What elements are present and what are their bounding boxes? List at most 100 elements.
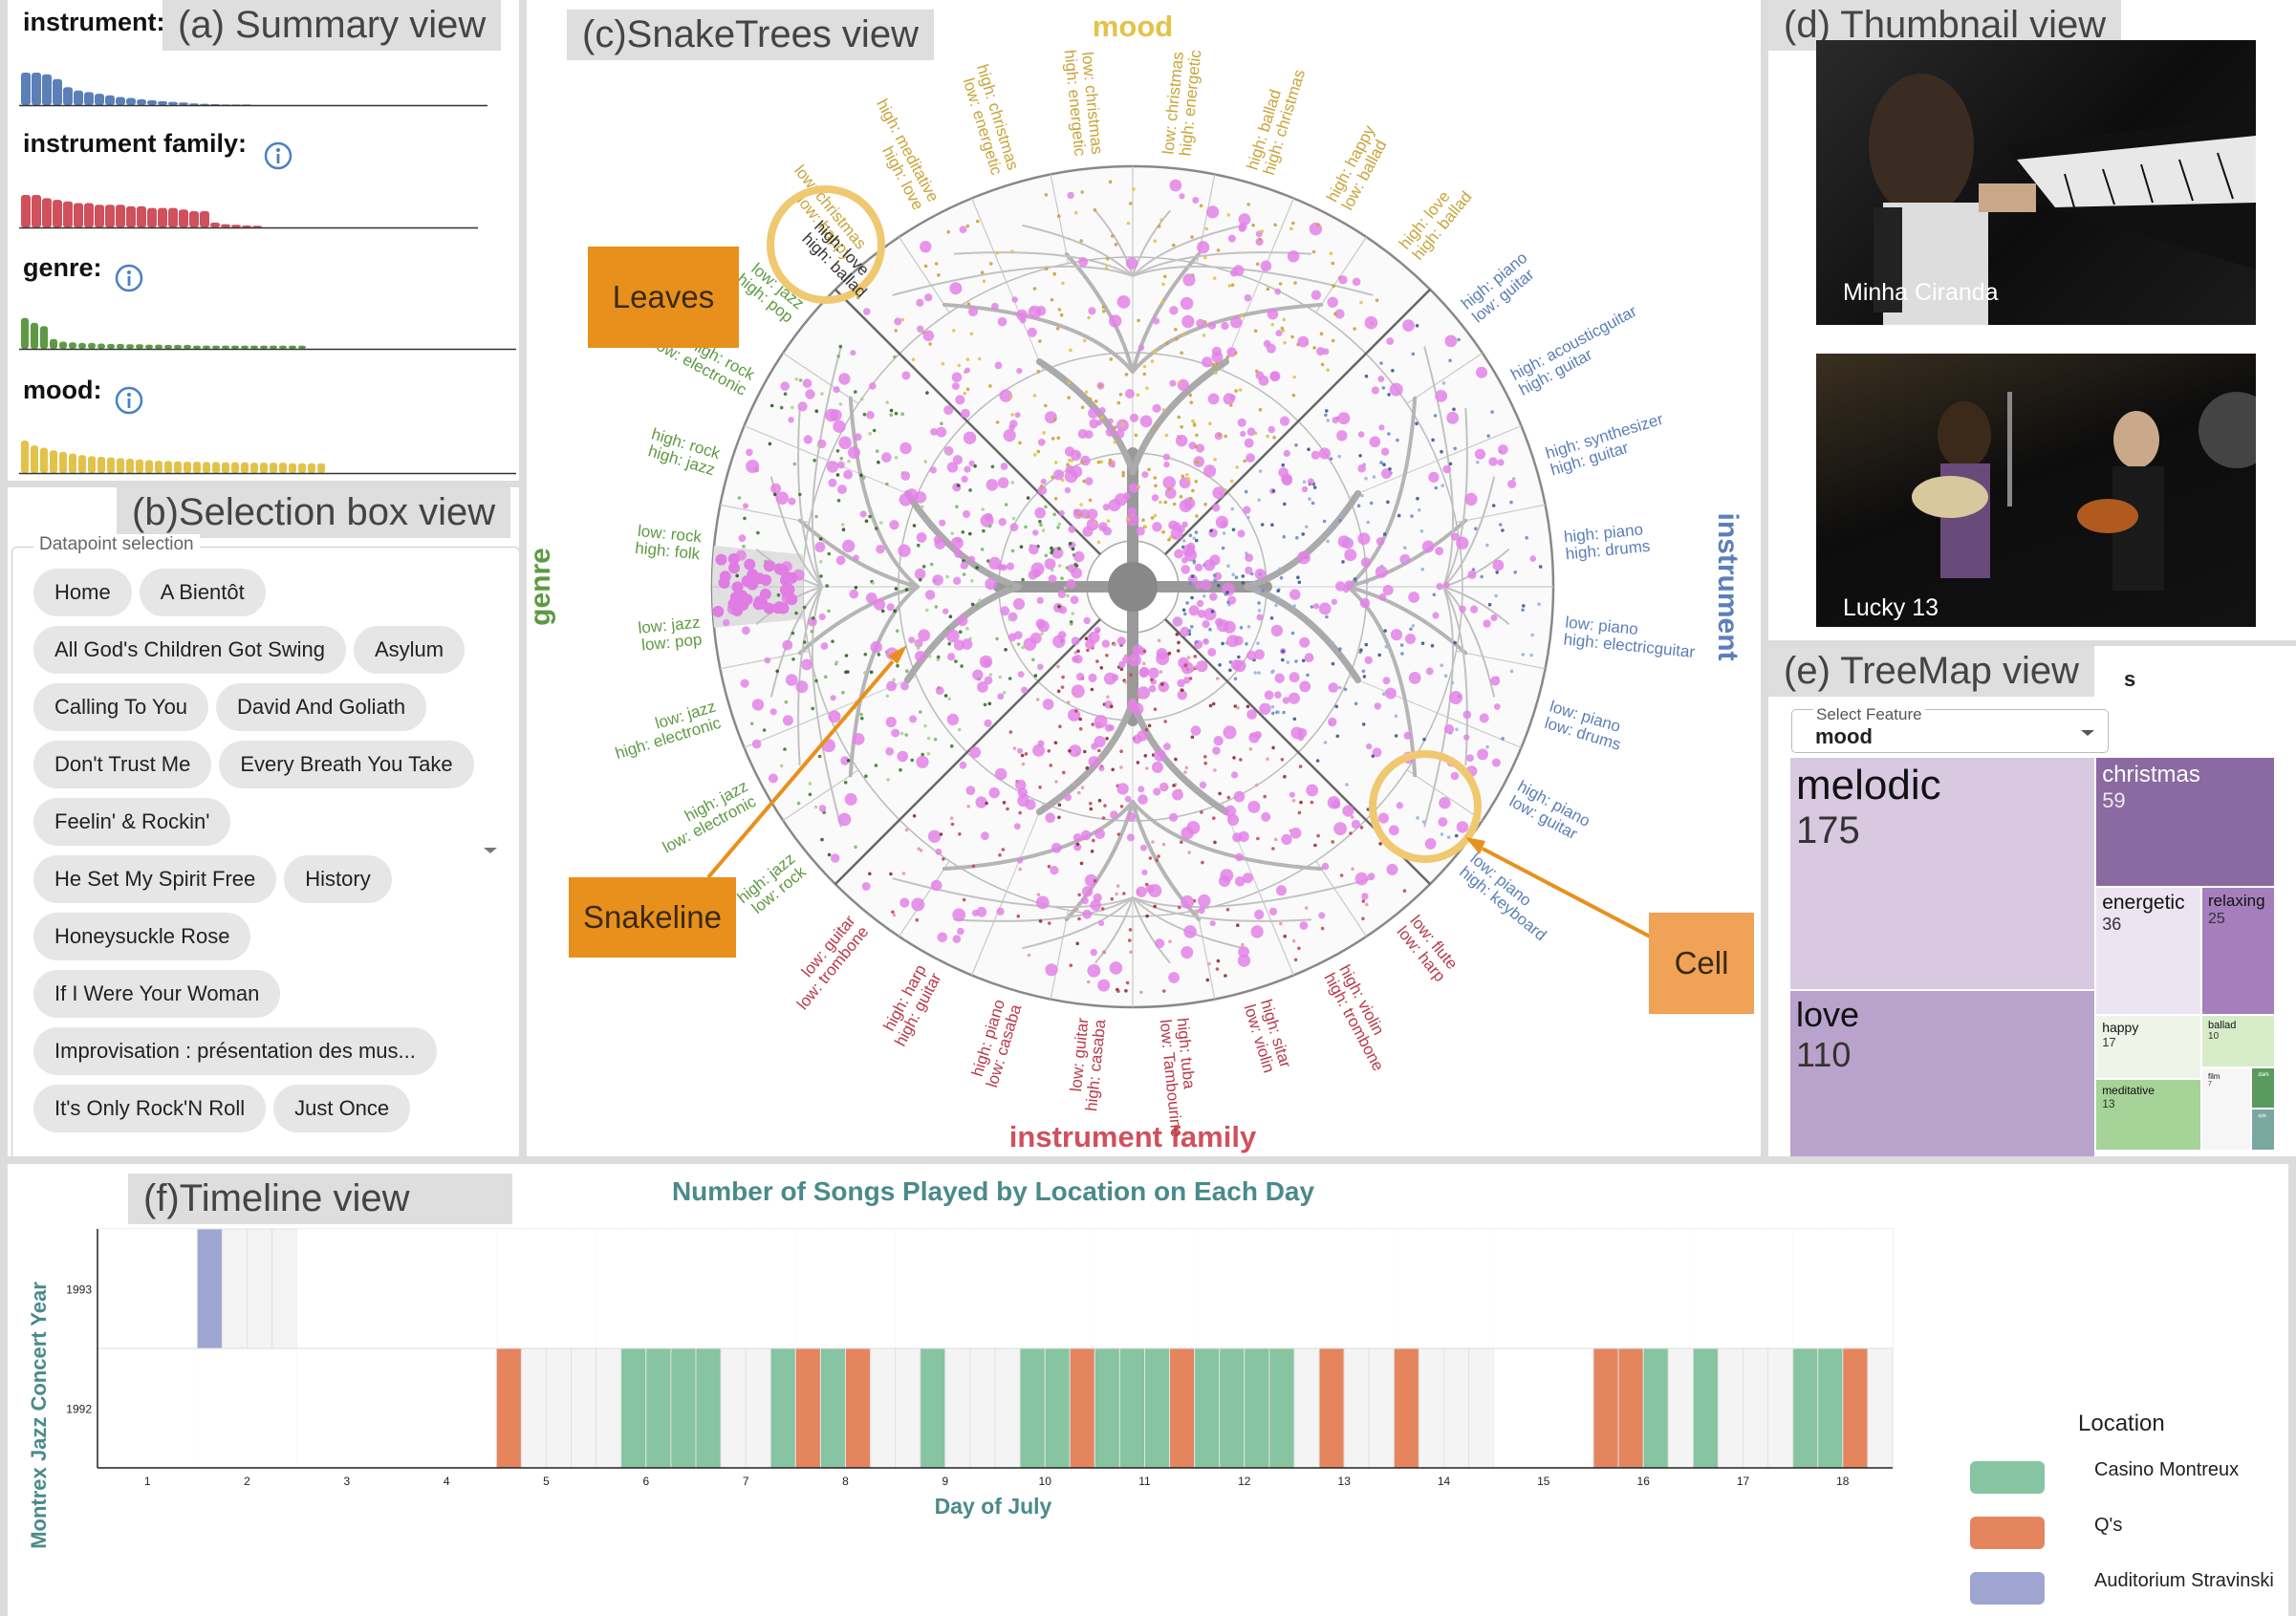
data-point[interactable]	[934, 262, 939, 266]
data-point[interactable]	[1017, 747, 1024, 754]
data-point[interactable]	[1128, 928, 1133, 932]
data-point[interactable]	[1282, 317, 1287, 322]
data-point[interactable]	[1165, 341, 1169, 346]
timeline-cell[interactable]	[820, 1229, 846, 1348]
data-point[interactable]	[914, 568, 926, 580]
data-point[interactable]	[977, 681, 988, 693]
histogram-bar[interactable]	[147, 207, 157, 227]
data-point[interactable]	[925, 608, 929, 613]
selection-chip[interactable]: Home	[33, 569, 132, 616]
data-point[interactable]	[1323, 741, 1328, 744]
data-point[interactable]	[1328, 717, 1337, 727]
data-point[interactable]	[1144, 727, 1149, 732]
data-point[interactable]	[1056, 689, 1061, 694]
data-point[interactable]	[1125, 389, 1135, 399]
data-point[interactable]	[1195, 443, 1205, 453]
data-point[interactable]	[1013, 823, 1021, 830]
data-point[interactable]	[1283, 502, 1287, 506]
timeline-cell[interactable]	[944, 1229, 970, 1348]
data-point[interactable]	[1255, 369, 1259, 374]
timeline-cell[interactable]	[1418, 1347, 1445, 1469]
treemap-cell-ballad[interactable]: ballad 10	[2201, 1014, 2275, 1067]
data-point[interactable]	[1000, 606, 1010, 616]
timeline-cell[interactable]	[1144, 1347, 1171, 1469]
data-point[interactable]	[1086, 518, 1099, 531]
data-point[interactable]	[1224, 434, 1227, 439]
data-point[interactable]	[1018, 441, 1022, 445]
data-point[interactable]	[1164, 785, 1169, 789]
data-point[interactable]	[1334, 309, 1345, 319]
data-point[interactable]	[877, 653, 881, 657]
data-point[interactable]	[1155, 938, 1165, 949]
selection-chip[interactable]: Improvisation : présentation des mus...	[33, 1027, 437, 1075]
data-point[interactable]	[960, 561, 968, 570]
timeline-cell[interactable]	[895, 1347, 921, 1469]
data-point[interactable]	[1240, 313, 1244, 318]
data-point[interactable]	[785, 674, 798, 686]
data-point[interactable]	[1116, 429, 1125, 439]
data-point[interactable]	[1041, 528, 1046, 532]
histogram-bar[interactable]	[179, 209, 188, 227]
data-point[interactable]	[1266, 434, 1269, 439]
data-point[interactable]	[1213, 840, 1217, 845]
data-point[interactable]	[1498, 444, 1508, 455]
data-point[interactable]	[1051, 475, 1054, 480]
data-point[interactable]	[1124, 795, 1132, 803]
data-point[interactable]	[1200, 810, 1203, 814]
data-point[interactable]	[864, 519, 869, 523]
timeline-cell[interactable]	[1094, 1347, 1120, 1469]
data-point[interactable]	[1007, 616, 1011, 621]
data-point[interactable]	[1361, 893, 1369, 900]
histogram-bar[interactable]	[298, 345, 306, 349]
data-point[interactable]	[1237, 529, 1245, 538]
data-point[interactable]	[958, 727, 962, 732]
data-point[interactable]	[826, 461, 839, 473]
data-point[interactable]	[1394, 734, 1398, 738]
timeline-cell[interactable]	[446, 1348, 472, 1468]
data-point[interactable]	[952, 908, 966, 922]
data-point[interactable]	[769, 403, 774, 408]
timeline-cell[interactable]	[1667, 1347, 1694, 1469]
data-point[interactable]	[1522, 604, 1526, 608]
timeline-cell[interactable]	[471, 1229, 497, 1348]
data-point[interactable]	[1090, 850, 1094, 853]
data-point[interactable]	[954, 659, 958, 663]
data-point[interactable]	[1116, 636, 1126, 646]
data-point[interactable]	[1153, 787, 1161, 796]
data-point[interactable]	[875, 527, 878, 530]
data-point[interactable]	[1136, 393, 1140, 398]
data-point[interactable]	[1154, 484, 1158, 488]
data-point[interactable]	[1399, 553, 1411, 565]
data-point[interactable]	[742, 626, 750, 636]
data-point[interactable]	[1281, 833, 1292, 846]
data-point[interactable]	[840, 756, 850, 765]
data-point[interactable]	[1145, 914, 1149, 918]
data-point[interactable]	[1108, 180, 1113, 183]
data-point[interactable]	[840, 523, 845, 527]
data-point[interactable]	[941, 361, 945, 366]
data-point[interactable]	[1059, 312, 1064, 317]
data-point[interactable]	[1001, 848, 1006, 851]
data-point[interactable]	[835, 473, 840, 477]
data-point[interactable]	[1213, 573, 1217, 577]
data-point[interactable]	[1354, 579, 1357, 583]
data-point[interactable]	[1088, 307, 1096, 315]
histogram-bar[interactable]	[50, 338, 57, 349]
timeline-cell[interactable]	[819, 1347, 846, 1469]
data-point[interactable]	[1177, 679, 1185, 688]
data-point[interactable]	[1153, 904, 1157, 909]
data-point[interactable]	[1092, 838, 1095, 843]
data-point[interactable]	[1291, 938, 1296, 943]
data-point[interactable]	[978, 598, 982, 603]
data-point[interactable]	[1354, 701, 1358, 706]
data-point[interactable]	[1221, 546, 1225, 550]
data-point[interactable]	[970, 602, 975, 607]
data-point[interactable]	[1038, 919, 1043, 923]
timeline-cell[interactable]	[1493, 1229, 1519, 1348]
data-point[interactable]	[837, 812, 852, 827]
data-point[interactable]	[1207, 648, 1217, 657]
data-point[interactable]	[820, 392, 824, 396]
data-point[interactable]	[1362, 675, 1367, 679]
data-point[interactable]	[988, 384, 992, 388]
data-point[interactable]	[742, 545, 746, 549]
